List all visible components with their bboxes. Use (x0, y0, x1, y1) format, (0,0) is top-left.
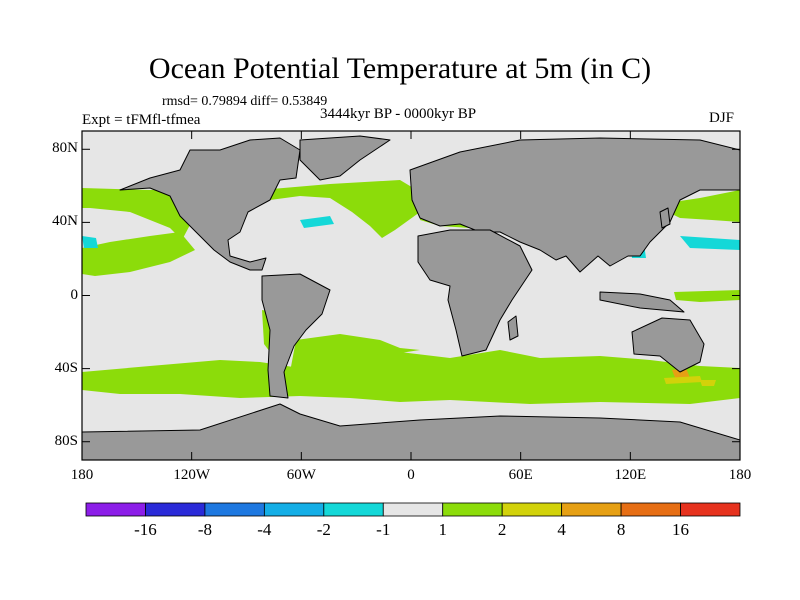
cool-patch-north-pacific (680, 236, 740, 250)
land-north-america (119, 137, 301, 271)
land-europe-asia (409, 137, 740, 273)
lon-tick-label: 180 (728, 467, 752, 483)
colorbar-label: -16 (134, 520, 157, 539)
colorbar-label: -4 (257, 520, 272, 539)
colorbar-label: 4 (557, 520, 566, 539)
land-maritime-continent (599, 291, 685, 313)
anomaly-band-equatorial-pacific (674, 290, 740, 302)
land-antarctica (82, 403, 740, 460)
land-africa (417, 229, 533, 357)
map-title: Ocean Potential Temperature at 5m (in C) (148, 52, 652, 85)
colorbar-label: 2 (497, 520, 507, 539)
land-south-america (261, 273, 331, 399)
land-greenland (299, 135, 391, 181)
colorbar-swatch (145, 502, 206, 517)
anomaly-patch-2-4-tasman (700, 380, 716, 386)
anomaly-patch-2-4-southern-ocean (664, 376, 702, 384)
lat-tick-label: 0 (70, 286, 79, 303)
lon-tick-label: 120W (173, 467, 210, 483)
colorbar-swatch (323, 502, 384, 517)
colorbar-label: 1 (438, 520, 447, 539)
land-australia (631, 317, 705, 373)
colorbar-swatch (501, 502, 563, 517)
land-japan (659, 207, 671, 229)
cool-patch-north-atlantic (300, 216, 334, 228)
land-madagascar (507, 315, 519, 341)
lon-tick-label: 180 (70, 467, 94, 483)
colorbar-swatch (263, 502, 325, 517)
colorbar-swatch (85, 502, 146, 517)
period-label: 3444kyr BP - 0000kyr BP (320, 106, 477, 122)
lon-tick-label: 60W (286, 467, 316, 483)
lat-tick-label: 40N (52, 213, 78, 230)
lon-tick-label: 120E (614, 467, 647, 483)
anomaly-band-north-pacific-west (82, 232, 195, 276)
season-label: DJF (709, 110, 735, 126)
colorbar (85, 502, 741, 517)
colorbar-swatch (442, 502, 503, 517)
lon-tick-label: 60E (508, 467, 533, 483)
cool-patch-west-pacific (82, 236, 98, 248)
lon-tick-label: 0 (407, 467, 415, 483)
experiment-label: Expt = tFMfl-tfmea (82, 112, 201, 128)
colorbar-swatch (382, 502, 444, 517)
lat-tick-label: 40S (54, 359, 78, 376)
lat-tick-label: 80N (52, 140, 78, 157)
axis-ticks (81, 131, 741, 460)
colorbar-label: 8 (616, 520, 626, 539)
colorbar-label: 16 (672, 520, 690, 539)
colorbar-swatch (561, 502, 622, 517)
colorbar-label: -2 (316, 520, 331, 539)
anomaly-band-southern-ocean (82, 350, 740, 404)
anomaly-band-north-pacific-east (660, 190, 740, 222)
colorbar-swatch (204, 502, 265, 517)
land-masses (82, 135, 740, 460)
colorbar-label: -1 (376, 520, 391, 539)
colorbar-label: -8 (197, 520, 212, 539)
colorbar-swatch (680, 502, 741, 517)
stats-label: rmsd= 0.79894 diff= 0.53849 (162, 94, 328, 109)
lat-tick-label: 80S (54, 432, 78, 449)
colorbar-swatch (620, 502, 681, 517)
